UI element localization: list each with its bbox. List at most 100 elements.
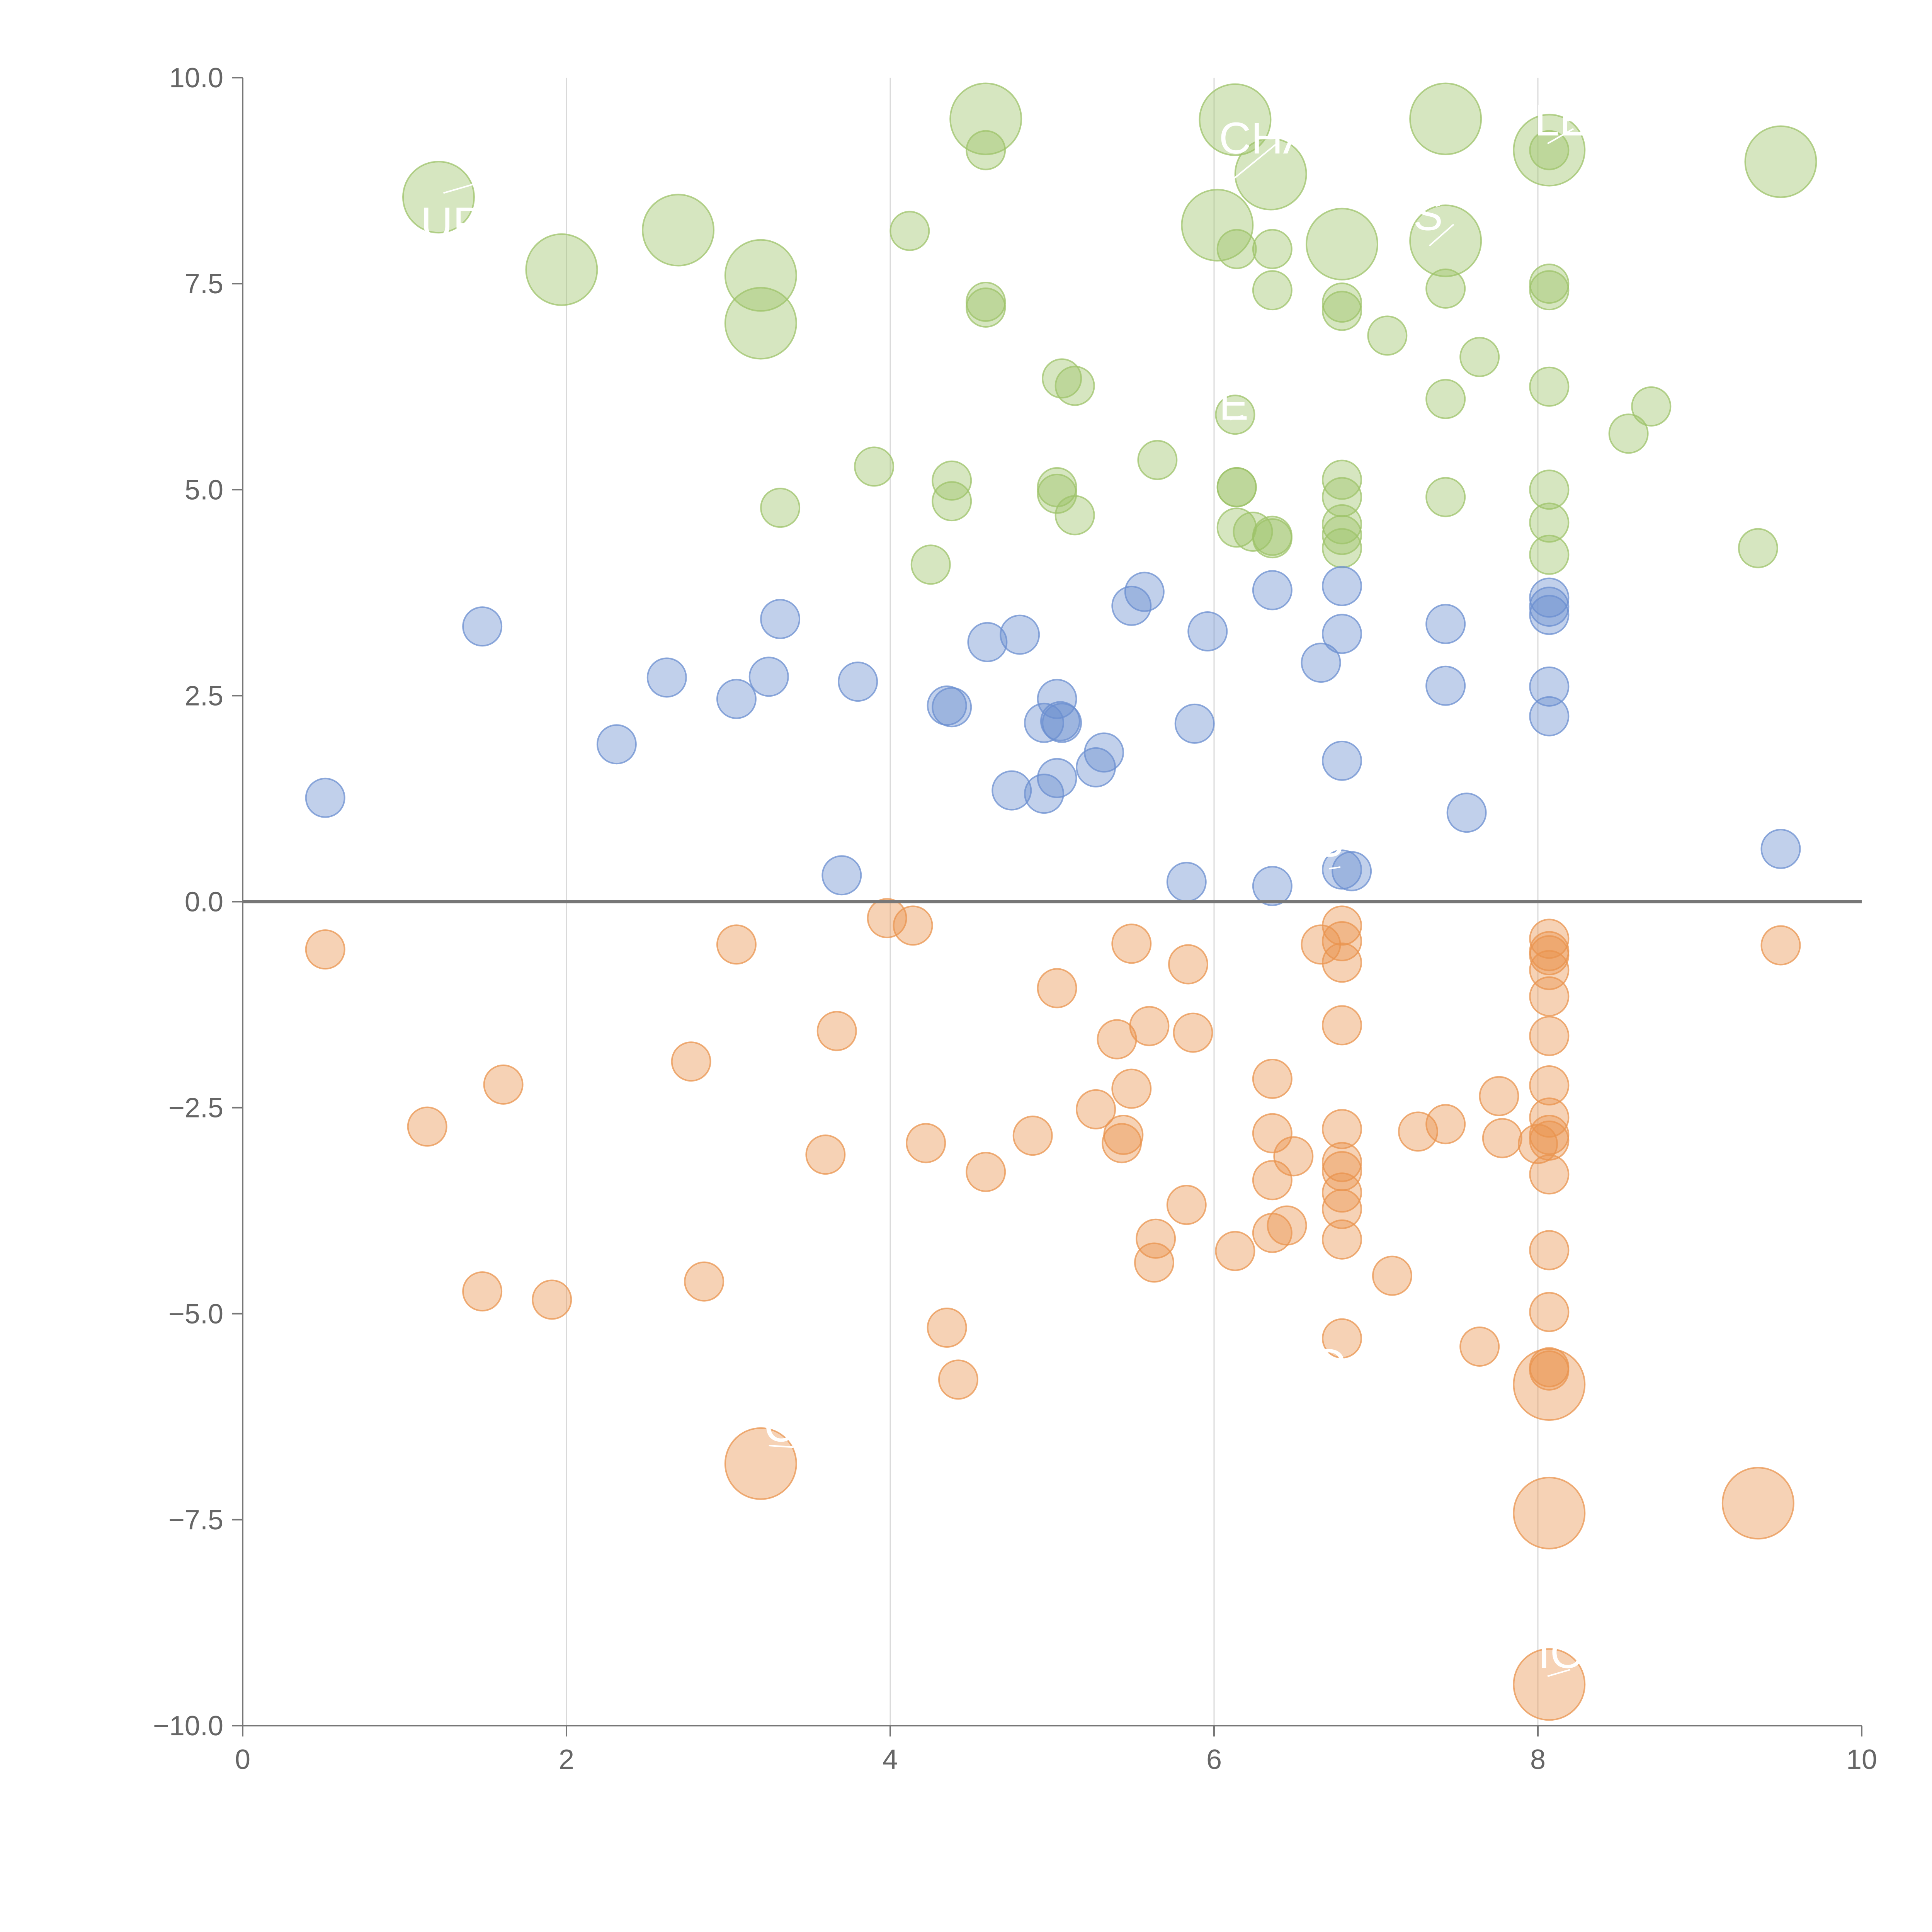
data-point — [1024, 774, 1065, 814]
data-point — [1529, 666, 1570, 707]
point-label: IO — [1538, 1628, 1585, 1678]
data-point — [1166, 1185, 1207, 1225]
data-point — [1252, 229, 1293, 269]
data-point — [1760, 829, 1801, 869]
label-leader-line — [443, 179, 489, 194]
data-point — [1529, 1154, 1570, 1195]
y-tick-label: −2.5 — [168, 1093, 223, 1124]
y-tick-label: 5.0 — [185, 474, 223, 505]
data-point — [1040, 701, 1080, 742]
data-point — [910, 544, 951, 585]
data-point — [932, 460, 972, 501]
point-label: P — [1315, 829, 1344, 878]
data-point — [1479, 1076, 1519, 1116]
data-point — [1166, 862, 1207, 902]
data-point — [1322, 921, 1362, 961]
data-point — [1529, 1114, 1570, 1155]
y-tick-label: −5.0 — [168, 1299, 223, 1330]
data-point — [1529, 1292, 1570, 1332]
y-tick-label: −7.5 — [168, 1505, 223, 1536]
label-leader-line — [1547, 128, 1574, 145]
data-point — [1459, 1327, 1500, 1367]
data-point — [1529, 587, 1570, 627]
data-point — [716, 924, 757, 965]
data-point — [1760, 925, 1801, 966]
data-point — [1322, 1318, 1362, 1359]
data-point — [1137, 440, 1178, 480]
data-point — [483, 1064, 524, 1105]
label-leader-line — [1230, 141, 1279, 182]
data-point — [1529, 1097, 1570, 1138]
x-tick-label: 8 — [1530, 1744, 1546, 1775]
data-point — [1012, 1116, 1053, 1156]
point-label: S — [1413, 190, 1443, 240]
data-point — [1529, 1016, 1570, 1056]
label-leader-line — [769, 1444, 793, 1448]
data-point — [805, 1134, 846, 1175]
data-point — [1322, 1109, 1362, 1150]
data-point — [1111, 923, 1152, 964]
data-point — [1042, 702, 1082, 743]
label-leader-line — [1547, 1669, 1571, 1677]
data-point — [1425, 477, 1466, 517]
data-point — [1367, 315, 1408, 356]
data-point — [1529, 534, 1570, 575]
data-point — [724, 287, 797, 360]
data-point — [1174, 703, 1215, 744]
data-point — [1322, 459, 1362, 500]
data-point — [642, 194, 715, 267]
data-point — [821, 855, 862, 896]
data-point — [1529, 270, 1570, 311]
data-point — [596, 724, 637, 765]
label-leader-line — [1429, 224, 1454, 247]
data-point — [1721, 1467, 1794, 1540]
data-point — [532, 1279, 572, 1320]
data-point — [1129, 1006, 1170, 1046]
axes: 10.0 7.5 5.0 2.5 0.0 −2.5 −5.0 −7.5 −10.0 0 2 4 6 8 10 — [153, 63, 1877, 1775]
data-point — [1037, 968, 1077, 1009]
y-tick-label: 7.5 — [185, 269, 223, 299]
data-point — [716, 679, 757, 719]
data-point — [1037, 473, 1077, 514]
data-point — [932, 687, 972, 728]
data-point — [1215, 395, 1255, 435]
data-point — [1529, 976, 1570, 1017]
x-tick-label: 6 — [1206, 1744, 1222, 1775]
data-point — [927, 1308, 967, 1348]
data-point — [760, 599, 801, 639]
data-point — [1372, 1255, 1412, 1296]
data-point — [1482, 1118, 1522, 1158]
data-point — [760, 488, 801, 528]
label-leader-line — [1328, 1371, 1347, 1377]
data-point — [1252, 1058, 1293, 1099]
point-label: CHA — [1219, 114, 1313, 163]
data-point — [1529, 130, 1570, 170]
data-point — [525, 233, 598, 306]
data-point — [1322, 291, 1362, 331]
data-point — [1252, 270, 1293, 311]
data-point — [1216, 229, 1257, 269]
data-point — [462, 1271, 503, 1312]
data-point — [1322, 1219, 1362, 1260]
data-point — [1037, 679, 1077, 719]
data-point — [893, 905, 933, 946]
data-point — [1306, 207, 1379, 281]
point-label: LE — [1535, 95, 1589, 145]
data-point — [1529, 595, 1570, 635]
data-point — [906, 1123, 946, 1163]
data-point — [1529, 1230, 1570, 1270]
data-point — [1459, 337, 1500, 377]
y-tick-label: 0.0 — [185, 887, 223, 918]
data-point — [1054, 495, 1095, 536]
data-point — [938, 1359, 978, 1400]
data-point — [1322, 515, 1362, 555]
data-point — [1529, 696, 1570, 736]
data-point — [1136, 1218, 1176, 1259]
data-point — [1124, 571, 1165, 612]
data-point — [949, 82, 1022, 155]
data-point — [1322, 849, 1362, 890]
data-point — [932, 481, 972, 522]
data-point — [1631, 386, 1672, 427]
data-point — [1111, 1068, 1152, 1109]
